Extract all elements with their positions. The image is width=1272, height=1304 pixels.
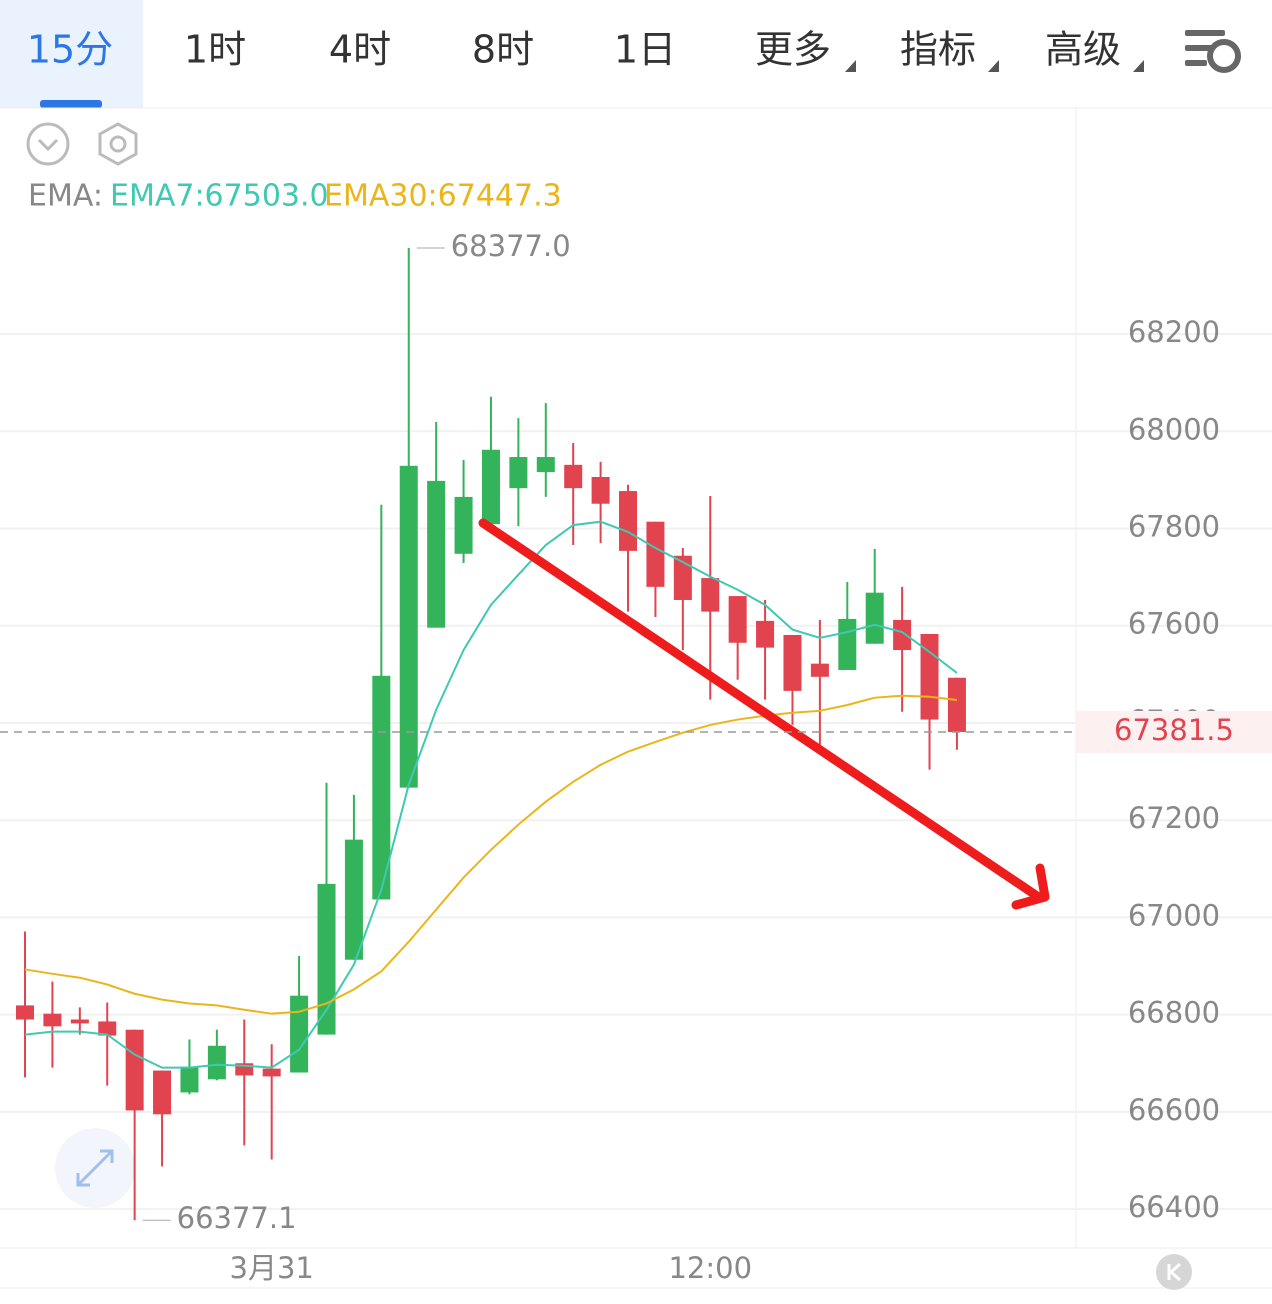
ema-line — [24, 520, 958, 1069]
legend-title: EMA: — [28, 179, 103, 214]
candle-body — [947, 677, 966, 732]
candle-body — [43, 1013, 62, 1027]
last-price-box — [1076, 710, 1272, 753]
y-tick-label: 67800 — [1128, 510, 1220, 544]
tab[interactable]: 1日 — [614, 28, 676, 72]
active-tab-underline — [40, 100, 102, 108]
candle-body — [180, 1066, 199, 1093]
last-price-label: 67381.5 — [1114, 713, 1234, 747]
settings-icon[interactable] — [1185, 30, 1241, 73]
candle-body — [454, 496, 473, 554]
y-tick-label: 66600 — [1128, 1093, 1220, 1127]
candle-body — [16, 1005, 34, 1020]
legend-item: EMA30:67447.3 — [324, 179, 562, 214]
expand-icon — [76, 1149, 114, 1187]
candle-body — [591, 476, 610, 504]
candle-body — [783, 634, 802, 691]
candle-body — [317, 883, 336, 1035]
y-tick-label: 67600 — [1128, 607, 1220, 641]
candle-body — [344, 839, 363, 960]
tab[interactable]: 更多 — [755, 28, 831, 72]
active-tab-bg — [0, 0, 143, 108]
k-icon — [1167, 1262, 1181, 1282]
y-tick-label: 66400 — [1128, 1190, 1220, 1224]
collapse-button[interactable] — [26, 122, 70, 166]
candle-body — [70, 1019, 89, 1024]
y-tick-label: 68200 — [1128, 315, 1220, 349]
k-button[interactable] — [1156, 1254, 1192, 1290]
trend-arrow — [478, 518, 1045, 903]
candle-body — [125, 1029, 144, 1111]
candle-body — [838, 618, 857, 670]
y-tick-label: 66800 — [1128, 996, 1220, 1030]
y-tick-label: 67000 — [1128, 898, 1220, 932]
candle-body — [673, 555, 692, 600]
candle-body — [290, 995, 309, 1073]
y-tick-label: 68000 — [1128, 412, 1220, 446]
plot — [0, 248, 1272, 1221]
x-tick-label: 3月31 — [230, 1251, 314, 1285]
max-label: 68377.0 — [451, 229, 571, 263]
tab[interactable]: 4时 — [329, 28, 391, 72]
candle-body — [701, 578, 720, 612]
settings-dot — [109, 135, 127, 153]
tab[interactable]: 指标 — [900, 28, 976, 72]
candle-body — [756, 620, 775, 648]
y-tick-label: 67200 — [1128, 801, 1220, 835]
candle-body — [865, 592, 884, 644]
tab[interactable]: 1时 — [184, 28, 246, 72]
candle-body — [399, 465, 418, 788]
candle-body — [810, 663, 829, 677]
candle-body — [153, 1070, 172, 1115]
candle-body — [427, 480, 446, 628]
candle-body — [646, 521, 665, 587]
collapse-chevron — [37, 138, 59, 152]
settings-button[interactable] — [98, 122, 138, 166]
candle-body — [728, 596, 747, 643]
tab[interactable]: 8时 — [472, 28, 534, 72]
candle-body — [893, 619, 912, 651]
candle-body — [536, 457, 555, 473]
min-label: 66377.1 — [177, 1201, 297, 1235]
dropdown-arrows — [845, 60, 1144, 72]
ema-line — [24, 694, 958, 1015]
candle-body — [481, 449, 500, 525]
candle-body — [509, 457, 528, 489]
trend-arrowhead — [1011, 863, 1050, 910]
tab[interactable]: 15分 — [27, 28, 113, 72]
candle-body — [98, 1021, 117, 1036]
candle-body — [262, 1068, 281, 1077]
tab[interactable]: 高级 — [1045, 28, 1121, 72]
legend-item: EMA7:67503.0 — [110, 179, 329, 214]
candle-body — [619, 491, 638, 551]
candle-body — [564, 464, 583, 489]
candle-body — [207, 1045, 226, 1080]
x-tick-label: 12:00 — [668, 1251, 752, 1285]
